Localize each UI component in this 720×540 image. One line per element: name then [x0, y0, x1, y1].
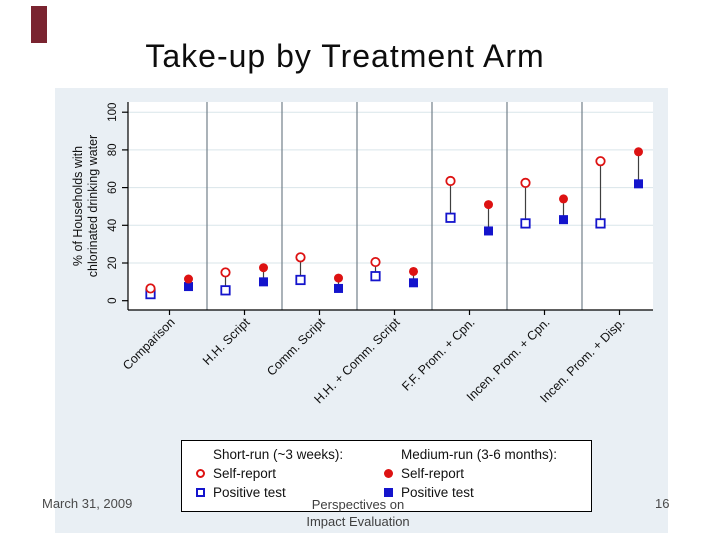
- legend-header-medium-run: Medium-run (3-6 months):: [380, 445, 557, 464]
- point-medium-run-self-report: [634, 147, 643, 157]
- chart-legend: Short-run (~3 weeks): Self-report Positi…: [181, 440, 592, 512]
- footer-course-title: Perspectives on Impact Evaluation: [258, 496, 458, 530]
- legend-column-medium-run: Medium-run (3-6 months): Self-report Pos…: [380, 445, 557, 502]
- short-run-self-report-marker-icon: [195, 469, 205, 478]
- point-medium-run-positive-test: [634, 179, 643, 189]
- plot-area: [128, 102, 653, 310]
- point-medium-run-self-report: [184, 274, 193, 284]
- legend-item-label: Positive test: [401, 485, 474, 500]
- point-short-run-positive-test: [520, 218, 531, 229]
- x-category-label: Incen. Prom. + Cpn.: [464, 315, 553, 404]
- point-short-run-self-report: [145, 283, 156, 294]
- point-medium-run-self-report: [409, 266, 418, 276]
- legend-header-label: Medium-run (3-6 months):: [401, 447, 558, 462]
- x-category-label: H.H. + Comm. Script: [311, 315, 403, 407]
- y-tick-label: 20: [107, 257, 119, 270]
- legend-item: Positive test: [380, 483, 557, 502]
- x-category-label: Incen. Prom. + Disp.: [537, 315, 627, 405]
- x-category-label: H.H. Script: [200, 315, 253, 368]
- point-medium-run-self-report: [334, 273, 343, 283]
- point-medium-run-positive-test: [259, 277, 268, 287]
- slide-title: Take-up by Treatment Arm: [145, 38, 545, 74]
- legend-item: Positive test: [192, 483, 343, 502]
- y-tick-label: 40: [107, 219, 119, 232]
- legend-column-short-run: Short-run (~3 weeks): Self-report Positi…: [192, 445, 343, 502]
- point-short-run-positive-test: [595, 218, 606, 229]
- point-medium-run-positive-test: [559, 215, 568, 225]
- y-axis-title: % of Households with: [71, 146, 85, 266]
- point-short-run-self-report: [370, 256, 381, 268]
- point-medium-run-self-report: [259, 263, 268, 273]
- y-tick-label: 80: [107, 144, 119, 157]
- footer-course-line1: Perspectives on: [311, 497, 405, 512]
- footer-course-line2: Impact Evaluation: [306, 514, 410, 529]
- point-medium-run-positive-test: [484, 226, 493, 236]
- point-short-run-self-report: [295, 252, 306, 263]
- point-short-run-self-report: [220, 267, 231, 278]
- y-tick-label: 60: [107, 181, 119, 194]
- point-short-run-self-report: [595, 156, 606, 167]
- short-run-positive-test-marker-icon: [195, 488, 205, 497]
- point-short-run-positive-test: [220, 285, 231, 296]
- page-number: 16: [655, 496, 670, 511]
- point-medium-run-positive-test: [184, 282, 193, 292]
- point-medium-run-self-report: [559, 194, 568, 204]
- x-category-label: F.F. Prom. + Cpn.: [399, 315, 477, 393]
- point-short-run-self-report: [520, 177, 531, 188]
- point-medium-run-self-report: [484, 200, 493, 210]
- point-medium-run-positive-test: [409, 278, 418, 288]
- legend-header-label: Short-run (~3 weeks):: [213, 447, 344, 462]
- medium-run-positive-test-marker-icon: [383, 488, 393, 497]
- point-short-run-positive-test: [370, 271, 381, 282]
- y-tick-label: 100: [107, 103, 119, 122]
- legend-item-label: Positive test: [213, 485, 286, 500]
- point-medium-run-positive-test: [334, 283, 343, 293]
- legend-item-label: Self-report: [213, 466, 277, 481]
- point-short-run-self-report: [445, 175, 456, 187]
- legend-item: Self-report: [380, 464, 557, 483]
- x-category-label: Comparison: [120, 315, 178, 373]
- legend-item-label: Self-report: [401, 466, 465, 481]
- y-tick-label: 0: [107, 297, 119, 303]
- y-axis-title: chlorinated drinking water: [86, 135, 100, 277]
- point-short-run-positive-test: [445, 212, 456, 223]
- legend-item: Self-report: [192, 464, 343, 483]
- footer-date: March 31, 2009: [42, 496, 133, 511]
- medium-run-self-report-marker-icon: [383, 469, 393, 478]
- x-category-label: Comm. Script: [264, 315, 328, 379]
- chart-area: 0 20 40 60 80 100 % of Households with chlorina…: [55, 88, 668, 533]
- accent-bar: [31, 6, 47, 43]
- point-short-run-positive-test: [295, 274, 306, 286]
- legend-header-short-run: Short-run (~3 weeks):: [192, 445, 343, 464]
